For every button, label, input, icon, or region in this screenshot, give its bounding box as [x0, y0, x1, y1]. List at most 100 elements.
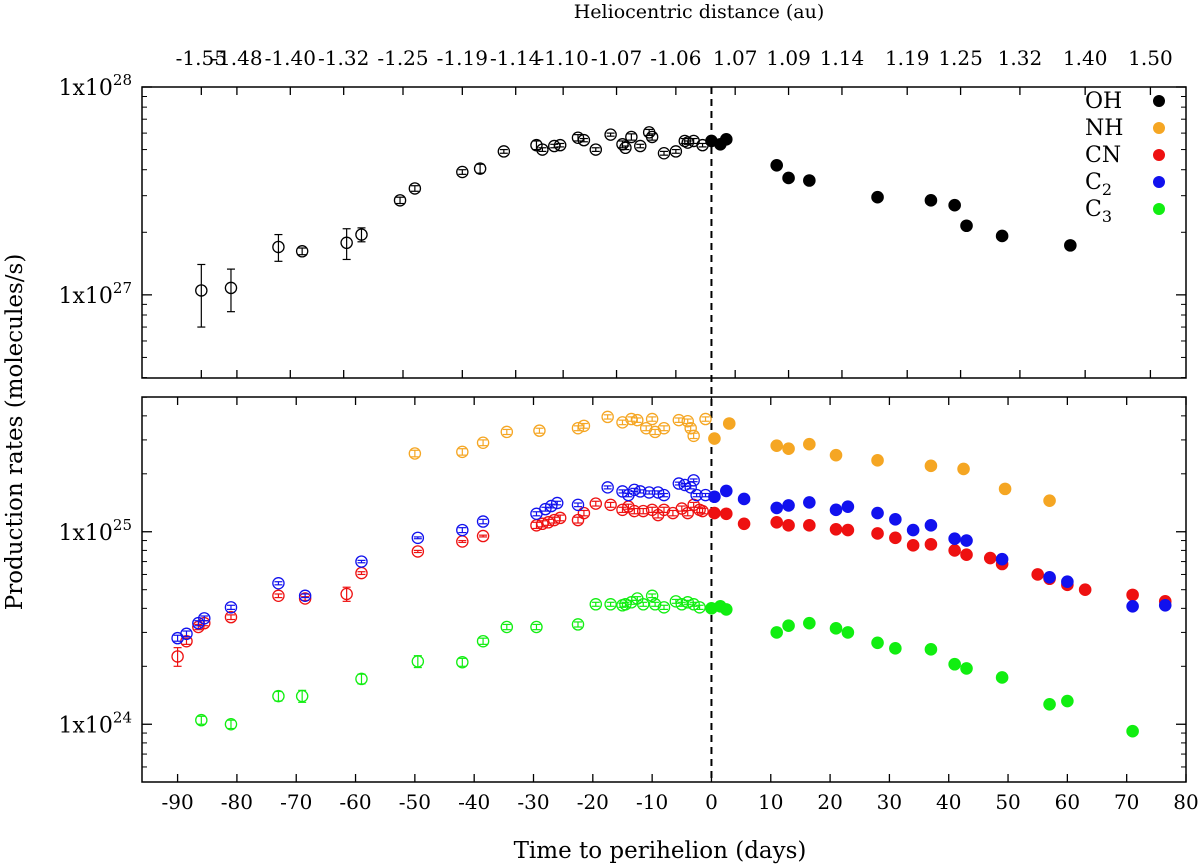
nh-pre-point — [645, 412, 659, 426]
cn-pre-point — [272, 589, 285, 603]
x-tick-label: -30 — [517, 790, 549, 814]
top-tick-label: 1.32 — [998, 46, 1043, 70]
c2-pre-point — [651, 486, 665, 499]
oh-pre-point — [497, 145, 511, 158]
x-tick-label: 40 — [936, 790, 961, 814]
oh-post-point — [770, 159, 784, 172]
oh-pre-point — [473, 162, 487, 175]
cn-pre-point — [411, 545, 425, 558]
y-axis-title: Production rates (molecules/s) — [2, 254, 28, 611]
cn-pre-point — [171, 650, 184, 663]
c2-post-point — [871, 506, 884, 520]
c3-pre-point — [224, 718, 238, 731]
oh-pre-point — [571, 131, 585, 144]
cn-pre-point — [616, 503, 629, 517]
c2-post-point — [782, 499, 795, 512]
c3-post-point — [948, 657, 961, 671]
c3-pre-point — [669, 595, 683, 608]
x-tick-label: 50 — [995, 790, 1020, 814]
cn-post-point — [1031, 568, 1045, 581]
nh-pre-point — [631, 413, 644, 427]
oh-post-point — [871, 190, 884, 204]
oh-pre-point — [393, 194, 407, 207]
oh-pre-point — [456, 165, 469, 179]
legend-label-c2: C2 — [1085, 170, 1112, 199]
c3-post-point — [841, 626, 855, 639]
oh-pre-point — [589, 143, 603, 156]
c2-post-point — [1126, 599, 1139, 613]
nh-pre-point — [699, 412, 712, 426]
cn-post-point — [983, 551, 997, 565]
top-tick-label: 1.40 — [1063, 46, 1108, 70]
legend-label-cn: CN — [1085, 143, 1121, 168]
oh-pre-point — [408, 182, 422, 195]
c2-post-point — [924, 519, 938, 532]
c3-pre-point — [500, 620, 514, 634]
x-tick-label: -40 — [458, 790, 490, 814]
top-tick-label: -1.40 — [265, 46, 316, 70]
legend-label-nh: NH — [1085, 116, 1123, 141]
c2-pre-point — [539, 502, 552, 516]
oh-pre-point — [625, 130, 638, 144]
cn-post-point — [889, 531, 902, 545]
x-tick-label: 70 — [1114, 790, 1139, 814]
oh-pre-point — [645, 130, 659, 144]
c3-pre-point — [589, 598, 603, 611]
c3-pre-point — [530, 620, 543, 634]
c3-post-point — [889, 642, 902, 655]
oh-pre-point — [657, 147, 671, 160]
c3-pre-point — [476, 634, 490, 648]
cn-pre-point — [628, 504, 641, 518]
legend-marker-c3 — [1153, 203, 1165, 215]
oh-pre-point — [355, 228, 368, 241]
cn-post-point — [906, 539, 920, 552]
c3-post-point — [803, 616, 816, 630]
top-tick-label: -1.55 — [176, 46, 227, 70]
nh-post-point — [829, 448, 843, 462]
nh-pre-point — [681, 414, 694, 428]
top-tick-label: 1.19 — [885, 46, 930, 70]
cn-post-point — [1126, 588, 1139, 602]
top-tick-label: 1.14 — [820, 46, 865, 70]
c3-pre-point — [657, 601, 671, 614]
c3-post-point — [960, 662, 973, 675]
cn-pre-point — [604, 498, 617, 512]
nh-post-point — [722, 417, 736, 430]
x-tick-label: -80 — [221, 790, 253, 814]
c3-pre-point — [693, 601, 706, 614]
cn-pre-point — [224, 610, 238, 624]
c2-pre-point — [687, 474, 700, 487]
x-tick-label: -50 — [399, 790, 431, 814]
top-tick-label: -1.14 — [490, 46, 541, 70]
x-tick-label: -10 — [636, 790, 668, 814]
oh-pre-point — [634, 139, 647, 153]
cn-pre-point — [696, 504, 709, 518]
c3-pre-point — [604, 598, 617, 611]
top-tick-label: -1.07 — [591, 46, 642, 70]
x-tick-label: 30 — [877, 790, 902, 814]
c2-pre-point — [657, 488, 671, 502]
top-tick-label: -1.32 — [318, 46, 369, 70]
oh-post-point — [719, 133, 733, 146]
c3-pre-point — [571, 618, 585, 631]
c3-post-point — [1126, 724, 1139, 738]
top-tick-label: 1.25 — [938, 46, 983, 70]
cn-post-point — [948, 544, 961, 557]
c2-post-point — [889, 513, 902, 526]
c3-post-point — [719, 603, 733, 616]
c2-pre-point — [456, 523, 469, 537]
c2-pre-point — [476, 515, 490, 528]
y-tick-label: 1x1024 — [59, 708, 133, 738]
cn-pre-point — [681, 506, 694, 520]
x-tick-label: -70 — [280, 790, 312, 814]
top-tick-label: -1.06 — [650, 46, 701, 70]
c2-pre-point — [272, 577, 285, 590]
legend-marker-c2 — [1153, 176, 1165, 188]
nh-pre-point — [684, 421, 697, 435]
c3-pre-point — [355, 672, 368, 686]
c3-post-point — [871, 636, 884, 650]
c2-pre-point — [545, 499, 558, 513]
c2-pre-point — [180, 627, 193, 641]
oh-pre-point — [619, 141, 632, 155]
c2-post-point — [841, 500, 855, 513]
